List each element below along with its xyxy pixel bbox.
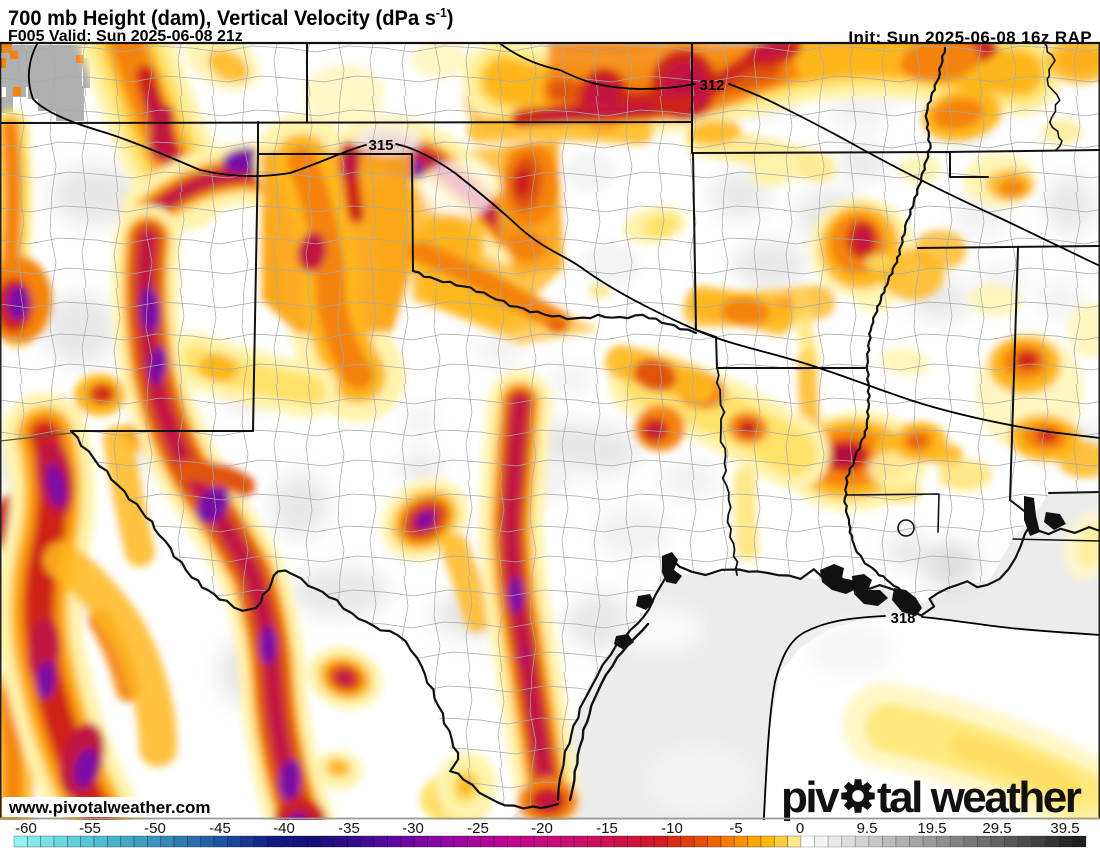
svg-text:-10: -10 xyxy=(661,820,683,837)
svg-text:-35: -35 xyxy=(338,820,360,837)
svg-text:tal weather: tal weather xyxy=(877,773,1082,822)
svg-text:piv: piv xyxy=(781,773,840,822)
svg-text:-30: -30 xyxy=(402,820,424,837)
svg-text:-15: -15 xyxy=(596,820,618,837)
svg-text:9.5: 9.5 xyxy=(857,820,878,837)
svg-text:-60: -60 xyxy=(15,820,37,837)
svg-text:39.5: 39.5 xyxy=(1050,820,1079,837)
svg-text:-50: -50 xyxy=(144,820,166,837)
svg-text:-55: -55 xyxy=(79,820,101,837)
svg-text:0: 0 xyxy=(796,820,804,837)
svg-text:-5: -5 xyxy=(729,820,742,837)
svg-text:318: 318 xyxy=(890,610,915,627)
svg-text:-20: -20 xyxy=(531,820,553,837)
svg-text:-25: -25 xyxy=(467,820,489,837)
svg-text:19.5: 19.5 xyxy=(917,820,946,837)
svg-text:-40: -40 xyxy=(273,820,295,837)
svg-text:-45: -45 xyxy=(209,820,231,837)
svg-text:315: 315 xyxy=(368,137,393,154)
svg-text:312: 312 xyxy=(699,77,724,94)
svg-text:www.pivotalweather.com: www.pivotalweather.com xyxy=(8,798,211,817)
svg-text:29.5: 29.5 xyxy=(982,820,1011,837)
